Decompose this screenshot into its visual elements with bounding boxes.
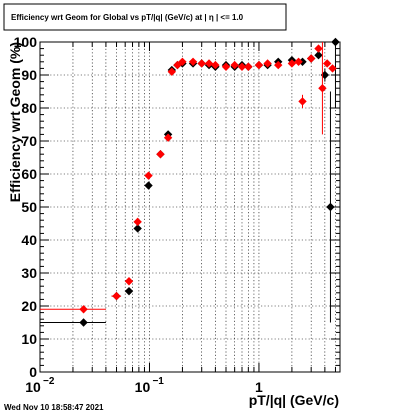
y-tick-label: 90 [21, 67, 37, 83]
data-point [314, 51, 323, 60]
data-point [133, 224, 142, 233]
y-tick-label: 70 [21, 133, 37, 149]
data-point [163, 133, 173, 142]
title-box: Efficiency wrt Geom for Global vs pT/|q|… [3, 3, 287, 31]
data-point [326, 202, 335, 212]
y-tick-label: 100 [14, 34, 38, 50]
data-point [112, 291, 121, 301]
data-point [237, 62, 247, 71]
data-point [244, 62, 253, 71]
data-point [314, 44, 323, 53]
y-axis-label: Efficiency wrt Geom (%) [7, 42, 23, 202]
data-point [287, 59, 297, 68]
axis-ticks [39, 41, 340, 373]
series-red [40, 42, 337, 314]
y-tick-label: 40 [21, 232, 37, 248]
y-tick-label: 50 [21, 199, 37, 215]
data-point [197, 59, 206, 68]
data-point [144, 171, 153, 180]
y-tick-label: 30 [21, 265, 37, 281]
data-point [178, 57, 187, 66]
data-point [254, 60, 264, 70]
x-tick-label: 10 −2 [25, 376, 55, 395]
y-tick-label: 20 [21, 298, 37, 314]
y-tick-label: 80 [21, 100, 37, 116]
data-point [156, 150, 165, 159]
x-tick-mantissa: 1 [255, 379, 263, 395]
data-point [263, 59, 272, 68]
data-point [322, 59, 332, 68]
grid [39, 42, 340, 372]
data-point [204, 59, 214, 68]
data-point [274, 60, 283, 70]
data-point [79, 318, 88, 327]
x-tick-mantissa: 10 [135, 379, 151, 395]
x-tick-exponent: −1 [152, 376, 164, 387]
data-point [211, 60, 220, 70]
x-tick-exponent: −2 [43, 376, 55, 387]
x-tick-label: 10 −1 [135, 376, 165, 395]
data-point [167, 67, 177, 76]
chart-title: Efficiency wrt Geom for Global vs pT/|q|… [11, 13, 244, 22]
timestamp: Wed Nov 10 18:58:47 2021 [4, 403, 104, 412]
data-point [221, 62, 231, 71]
data-point [124, 277, 134, 286]
y-tick-label: 10 [21, 331, 37, 347]
x-axis-label: pT/|q| (GeV/c) [249, 392, 339, 408]
data-point [318, 84, 327, 93]
data-point [328, 64, 337, 73]
data-point [298, 97, 307, 106]
data-point [188, 57, 198, 66]
data-point [294, 57, 303, 66]
data-point [79, 305, 88, 314]
data-point [331, 37, 340, 47]
data-point [306, 54, 316, 63]
data-series [40, 37, 340, 327]
data-point [124, 286, 134, 296]
x-tick-label: 1 [255, 379, 263, 395]
y-tick-label: 60 [21, 166, 37, 182]
data-point [133, 217, 142, 227]
data-point [230, 60, 239, 70]
y-tick-label: 0 [29, 364, 37, 380]
x-tick-mantissa: 10 [25, 379, 41, 395]
data-point [144, 181, 153, 190]
